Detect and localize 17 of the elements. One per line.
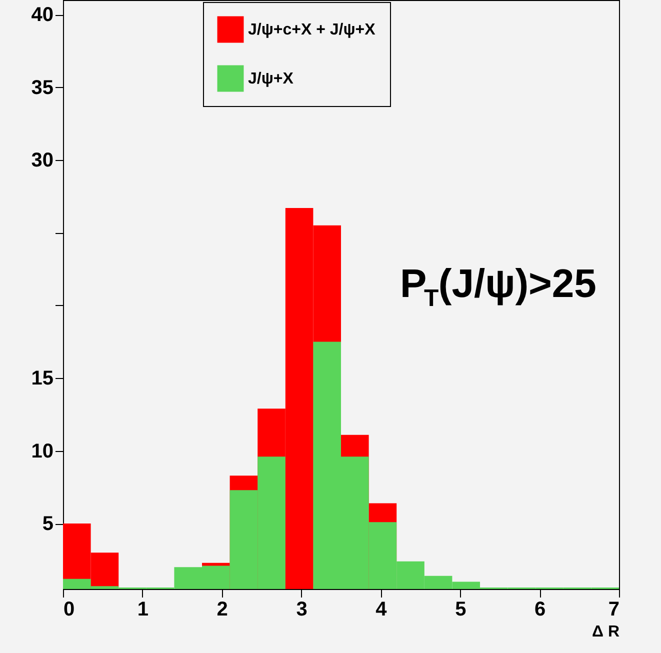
x-tick-label: 2 (216, 598, 228, 620)
y-tick-label: 40 (31, 4, 54, 26)
y-tick-label: 15 (31, 368, 54, 390)
x-axis-title: Δ R (592, 624, 620, 640)
y-tick-label: 35 (31, 76, 54, 99)
y-tick-label: 30 (31, 149, 54, 172)
x-tick-label: 5 (455, 598, 466, 620)
x-tick-label: 7 (608, 598, 620, 620)
x-tick-label: 0 (64, 598, 75, 620)
legend-label: J/ψ+X (248, 70, 294, 88)
y-tick-label: 5 (42, 513, 54, 536)
y-tick-label: 10 (31, 440, 54, 462)
x-tick-label: 6 (534, 598, 546, 620)
x-tick-label: 1 (137, 598, 148, 620)
x-tick-label: 4 (376, 598, 388, 620)
legend-label: J/ψ+c+X + J/ψ+X (248, 22, 376, 38)
x-tick-label: 3 (296, 598, 308, 620)
